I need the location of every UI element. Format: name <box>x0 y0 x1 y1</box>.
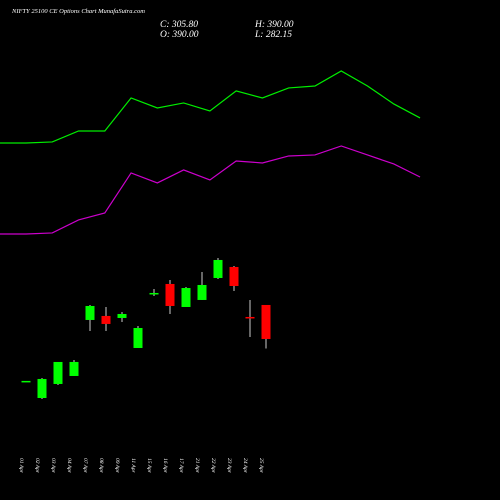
chart-title: NIFTY 25100 CE Options Chart MunafaSutra… <box>11 8 145 15</box>
ohlc-low: L: 282.15 <box>254 30 292 40</box>
x-tick-label: 16 Apr <box>162 458 168 474</box>
candle-body <box>165 283 175 306</box>
x-tick-label: 01 Apr <box>18 458 24 474</box>
candle-body <box>21 380 31 383</box>
candle-body <box>133 327 143 348</box>
candle-body <box>197 284 207 300</box>
candle-body <box>53 361 63 384</box>
candle-body <box>229 266 239 286</box>
x-tick-label: 17 Apr <box>178 458 184 474</box>
x-tick-label: 03 Apr <box>50 458 56 474</box>
ohlc-open: O: 390.00 <box>160 30 199 40</box>
candle-body <box>117 313 127 318</box>
indicator-line <box>25 70 421 144</box>
x-tick-label: 23 Apr <box>226 458 232 474</box>
x-tick-label: 07 Apr <box>82 458 88 474</box>
candle-body <box>149 292 159 295</box>
candle-body <box>69 361 79 376</box>
candle-body <box>245 316 255 319</box>
x-tick-label: 24 Apr <box>242 458 249 474</box>
candle-body <box>261 304 271 339</box>
x-tick-label: 15 Apr <box>146 458 152 474</box>
ohlc-high: H: 390.00 <box>254 20 294 30</box>
x-tick-label: 02 Apr <box>34 458 40 474</box>
candle-body <box>37 378 47 398</box>
x-tick-label: 11 Apr <box>130 458 136 473</box>
indicator-line <box>25 145 421 235</box>
candle-body <box>181 288 191 307</box>
x-tick-label: 04 Apr <box>66 458 73 474</box>
candle-body <box>101 315 111 324</box>
x-tick-label: 25 Apr <box>258 458 264 474</box>
x-tick-label: 21 Apr <box>194 458 200 474</box>
candle-body <box>85 305 95 320</box>
x-tick-label: 08 Apr <box>98 458 104 474</box>
candle-body <box>213 259 223 278</box>
x-tick-label: 09 Apr <box>114 458 120 474</box>
x-tick-label: 22 Apr <box>210 458 216 474</box>
ohlc-close: C: 305.80 <box>160 20 198 30</box>
